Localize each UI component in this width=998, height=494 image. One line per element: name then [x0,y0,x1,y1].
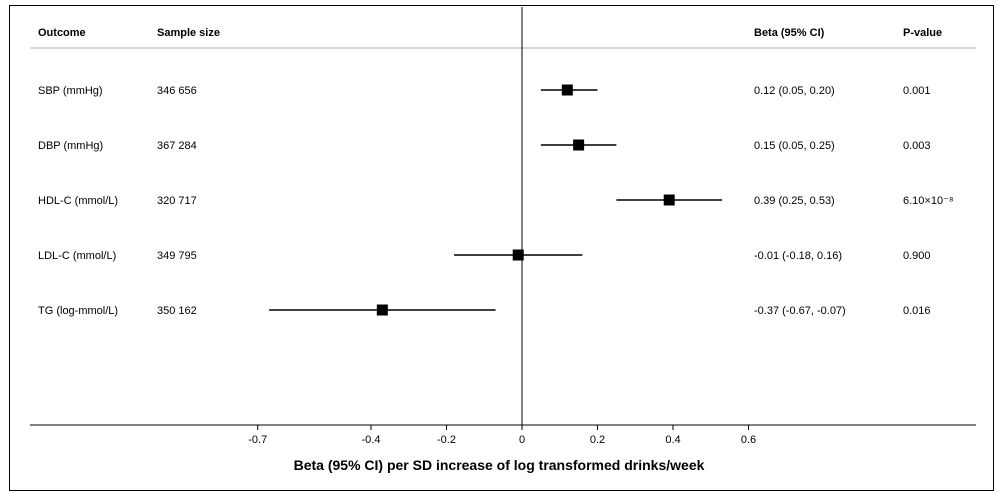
point-estimate-marker [512,249,524,261]
row-pvalue: 0.016 [903,305,931,317]
row-outcome-label: LDL-C (mmol/L) [38,250,116,262]
header-outcome: Outcome [38,27,86,39]
row-outcome-label: TG (log-mmol/L) [38,305,118,317]
x-tick-label: 0.2 [590,434,605,446]
row-beta-ci: -0.37 (-0.67, -0.07) [754,305,846,317]
x-tick-label: -0.7 [248,434,267,446]
x-tick-label: 0.4 [665,434,680,446]
row-outcome-label: SBP (mmHg) [38,85,103,97]
row-beta-ci: 0.12 (0.05, 0.20) [754,85,835,97]
x-tick-label: -0.4 [362,434,381,446]
point-estimate-marker [561,84,573,96]
row-outcome-label: HDL-C (mmol/L) [38,195,118,207]
x-tick-label: 0.6 [741,434,756,446]
x-tick-label: -0.2 [437,434,456,446]
row-beta-ci: 0.39 (0.25, 0.53) [754,195,835,207]
row-pvalue: 6.10×10⁻⁸ [903,195,954,207]
row-sample-size: 320 717 [157,195,197,207]
point-estimate-marker [573,139,585,151]
row-sample-size: 350 162 [157,305,197,317]
row-sample-size: 349 795 [157,250,197,262]
point-estimate-marker [376,304,388,316]
row-beta-ci: 0.15 (0.05, 0.25) [754,140,835,152]
row-beta-ci: -0.01 (-0.18, 0.16) [754,250,842,262]
header-sample-size: Sample size [157,27,220,39]
row-pvalue: 0.003 [903,140,931,152]
x-tick-label: 0 [519,434,525,446]
header-pvalue: P-value [903,27,942,39]
row-sample-size: 346 656 [157,85,197,97]
point-estimate-marker [663,194,675,206]
row-outcome-label: DBP (mmHg) [38,140,103,152]
header-beta: Beta (95% CI) [754,27,825,39]
figure-frame [9,5,994,491]
row-pvalue: 0.001 [903,85,931,97]
row-pvalue: 0.900 [903,250,931,262]
row-sample-size: 367 284 [157,140,197,152]
x-axis-label: Beta (95% CI) per SD increase of log tra… [294,457,705,473]
